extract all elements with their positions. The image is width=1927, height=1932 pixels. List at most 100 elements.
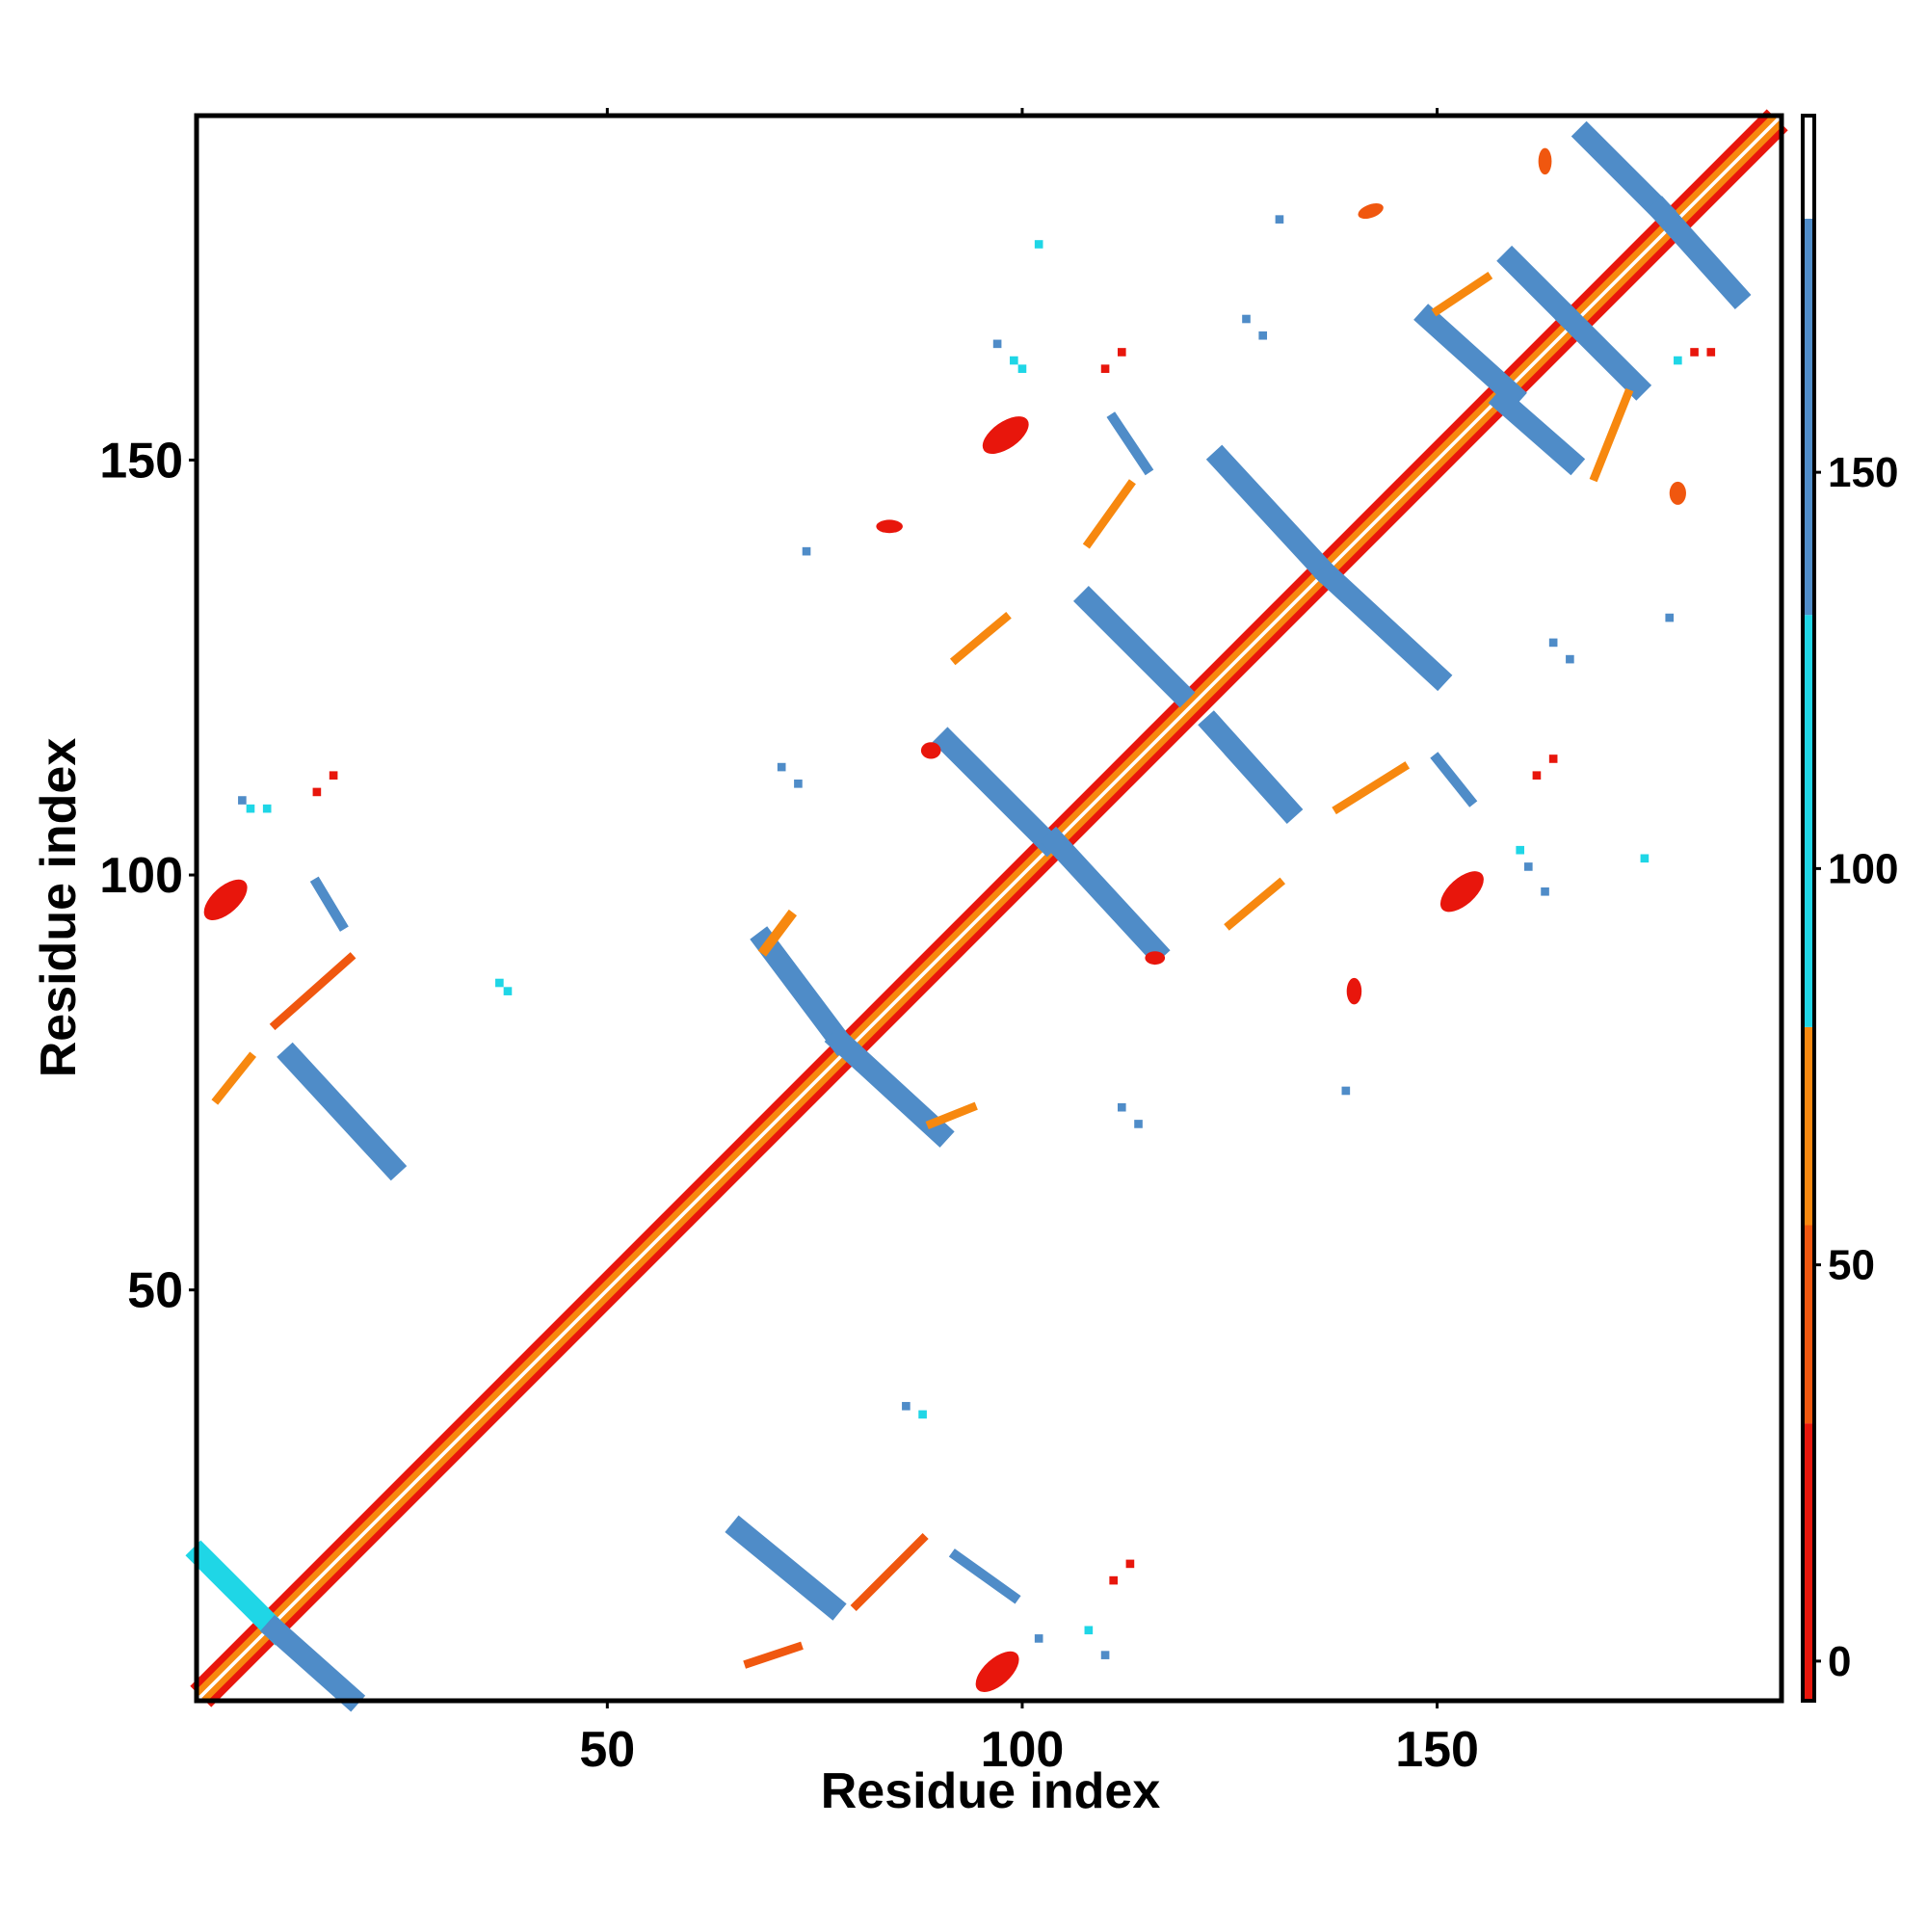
contact-cell-19 — [503, 987, 513, 995]
colorbar-segment-2 — [1803, 1225, 1814, 1424]
contact-cell-1 — [1034, 240, 1043, 249]
contact-streak-32 — [1332, 761, 1411, 815]
contact-cell-31 — [1548, 754, 1558, 763]
colorbar-segment-1 — [1803, 1423, 1814, 1701]
contact-cell-8 — [1117, 348, 1126, 357]
contact-cell-29 — [1125, 1559, 1135, 1569]
colorbar: 0 50 100 150 — [1801, 114, 1898, 1703]
plot-frame — [194, 113, 1784, 1704]
contact-cell-27 — [1100, 1651, 1110, 1659]
contact-streak-30 — [1082, 479, 1136, 549]
contact-streak-7 — [932, 727, 1063, 858]
contact-streak-11 — [1205, 444, 1336, 584]
contact-streak-13 — [1413, 304, 1527, 410]
contact-patch-10 — [1145, 951, 1166, 966]
contact-streak-2 — [260, 1614, 366, 1712]
x-axis: 50 100 150 — [579, 108, 1479, 1778]
colorbar-segment-6 — [1803, 116, 1814, 219]
x-tick-label-50: 50 — [579, 1722, 635, 1778]
colorbar-segment-5 — [1803, 218, 1814, 616]
contact-cell-18 — [495, 978, 504, 988]
contact-cell-39 — [1690, 348, 1699, 357]
contact-cell-37 — [1566, 654, 1574, 664]
contact-streak-4 — [725, 1515, 847, 1621]
contact-streak-25 — [757, 909, 798, 957]
contact-cell-28 — [1109, 1575, 1118, 1585]
contact-cell-14 — [246, 804, 255, 813]
contact-cell-21 — [918, 1410, 927, 1419]
colorbar-tick-label-50: 50 — [1828, 1242, 1875, 1289]
contact-cell-40 — [1706, 348, 1716, 357]
y-axis: 50 100 150 — [99, 433, 197, 1319]
contact-cell-17 — [329, 771, 338, 781]
contact-streak-12 — [1313, 561, 1453, 692]
contact-streak-31 — [1224, 877, 1286, 931]
x-tick-label-150: 150 — [1395, 1722, 1479, 1778]
contact-streak-21 — [1106, 411, 1154, 476]
contact-patch-4 — [1439, 871, 1484, 913]
contact-cell-34 — [1541, 887, 1549, 896]
contact-cell-26 — [1084, 1626, 1094, 1635]
contact-streak-9 — [1073, 586, 1196, 708]
contact-patch-9 — [1538, 147, 1552, 175]
contact-cell-6 — [1242, 314, 1251, 324]
contact-streak-1 — [185, 1540, 291, 1646]
colorbar-segment-3 — [1803, 1026, 1814, 1226]
contact-cell-36 — [1548, 638, 1558, 648]
colorbar-tick-label-0: 0 — [1828, 1638, 1851, 1685]
contact-streak-29 — [949, 611, 1012, 666]
y-tick-label-100: 100 — [99, 848, 183, 904]
x-tick-label-100: 100 — [981, 1722, 1065, 1778]
contact-patch-3 — [982, 416, 1029, 455]
contact-streak-19 — [309, 876, 349, 932]
contact-cell-7 — [1258, 331, 1268, 340]
contact-streak-18 — [1646, 196, 1752, 309]
y-tick-label-50: 50 — [127, 1263, 183, 1319]
contact-cell-22 — [1117, 1102, 1126, 1112]
contact-cell-30 — [1532, 771, 1542, 781]
contact-patch-6 — [876, 519, 903, 534]
contact-patch-11 — [920, 742, 941, 759]
y-axis-label: Residue index — [31, 738, 87, 1078]
contact-cell-25 — [1034, 1634, 1043, 1643]
contact-patch-5 — [1358, 203, 1384, 220]
y-tick-label-150: 150 — [99, 433, 183, 489]
contact-cell-32 — [1516, 845, 1525, 855]
contact-patch-2 — [975, 1651, 1019, 1692]
contact-cell-16 — [312, 787, 322, 797]
x-axis-label: Residue index — [821, 1763, 1161, 1819]
contact-cell-11 — [777, 762, 786, 772]
colorbar-tick-label-100: 100 — [1828, 845, 1898, 892]
contact-streak-5 — [750, 926, 856, 1056]
colorbar-segment-4 — [1803, 615, 1814, 1027]
contact-streak-6 — [824, 1025, 955, 1148]
contact-streak-10 — [1198, 710, 1304, 824]
contact-cell-41 — [1674, 356, 1682, 365]
colorbar-tick-label-150: 150 — [1828, 449, 1898, 496]
contact-streak-28 — [925, 1101, 978, 1130]
contact-streak-17 — [1571, 120, 1676, 226]
contact-streak-20 — [948, 1548, 1021, 1604]
contact-cell-2 — [1275, 215, 1284, 224]
contact-cell-38 — [1665, 613, 1675, 622]
contact-cell-9 — [1100, 364, 1110, 373]
contact-cell-35 — [1640, 854, 1650, 863]
contact-cell-13 — [238, 796, 247, 805]
contact-streak-8 — [1040, 826, 1171, 966]
contact-streak-24 — [211, 1051, 257, 1105]
contact-patch-7 — [1346, 977, 1362, 1005]
plot-area — [185, 109, 1788, 1712]
contact-streak-22 — [1430, 752, 1478, 807]
contact-cell-24 — [1341, 1086, 1351, 1096]
contact-streak-33 — [1431, 271, 1493, 317]
colorbar-frame — [1801, 114, 1816, 1703]
contact-cell-23 — [1134, 1120, 1143, 1128]
contact-streak-34 — [1589, 387, 1634, 483]
contact-cell-15 — [262, 804, 272, 813]
contact-cell-10 — [802, 546, 811, 556]
contact-streak-23 — [269, 952, 356, 1031]
contact-cell-12 — [794, 780, 803, 788]
